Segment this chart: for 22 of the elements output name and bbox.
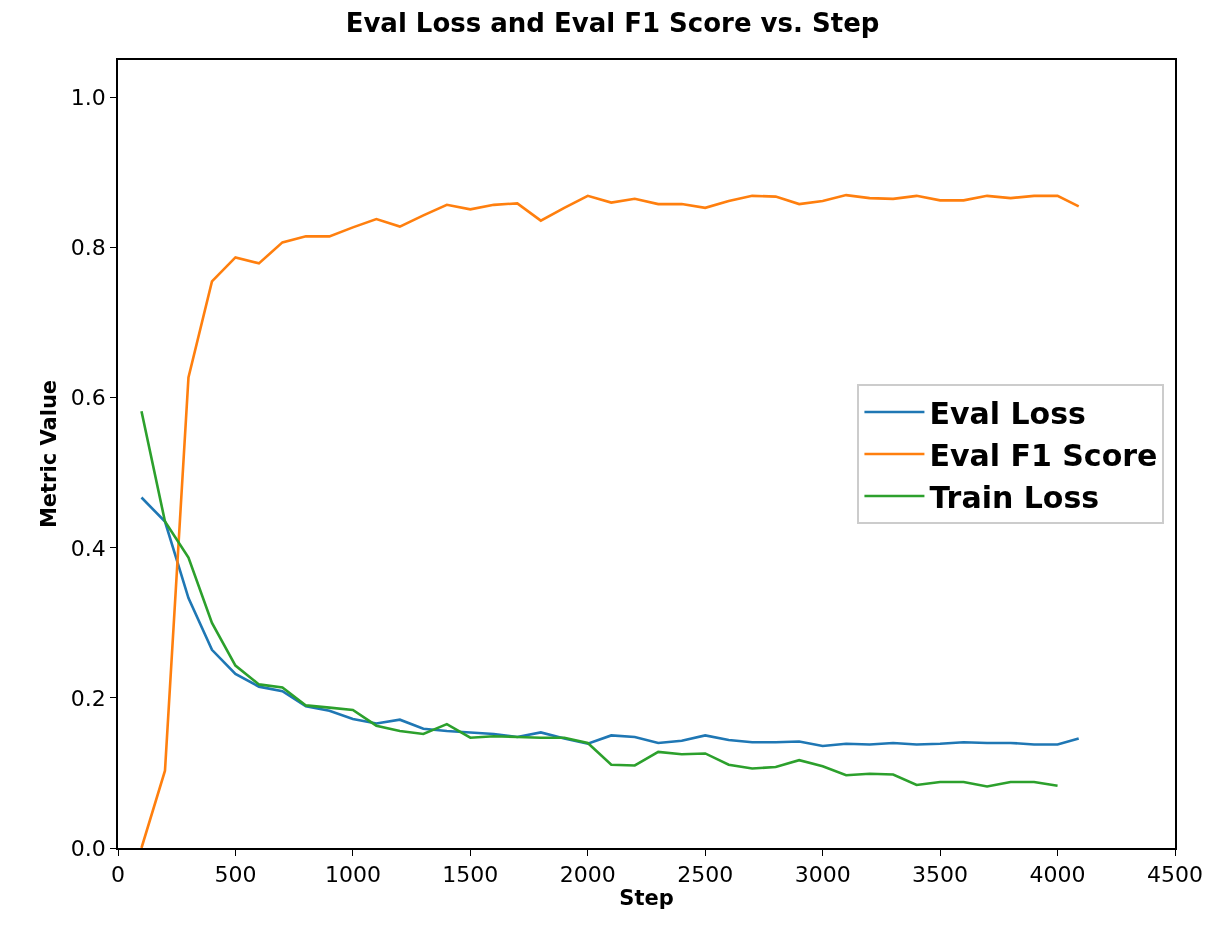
x-tick-label: 2000 — [559, 862, 616, 888]
x-tick-label: 1000 — [324, 862, 381, 888]
x-tick-label: 2500 — [677, 862, 734, 888]
y-tick-label: 0.8 — [70, 235, 106, 261]
legend-label: Train Loss — [929, 479, 1100, 515]
y-tick-label: 1.0 — [70, 85, 106, 111]
chart-title: Eval Loss and Eval F1 Score vs. Step — [345, 8, 880, 39]
x-tick-label: 500 — [214, 862, 257, 888]
legend-label: Eval F1 Score — [929, 437, 1158, 473]
x-tick-label: 4000 — [1029, 862, 1086, 888]
x-tick-label: 3000 — [794, 862, 851, 888]
y-tick-label: 0.0 — [70, 835, 106, 861]
y-axis-title: Metric Value — [37, 379, 62, 529]
x-tick-label: 0 — [111, 862, 125, 888]
x-tick-label: 3500 — [912, 862, 969, 888]
y-tick-label: 0.4 — [70, 535, 106, 561]
y-tick-label: 0.6 — [70, 385, 106, 411]
x-tick-label: 1500 — [442, 862, 499, 888]
y-tick-label: 0.2 — [70, 685, 106, 711]
legend-label: Eval Loss — [929, 395, 1086, 431]
x-tick-label: 4500 — [1147, 862, 1203, 888]
x-axis-title: Step — [619, 885, 674, 910]
